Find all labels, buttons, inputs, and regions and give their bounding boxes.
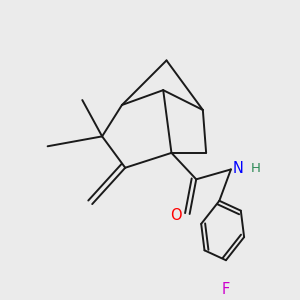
- Text: F: F: [222, 282, 230, 297]
- Text: N: N: [232, 161, 243, 176]
- Text: H: H: [251, 162, 261, 175]
- Text: O: O: [170, 208, 182, 223]
